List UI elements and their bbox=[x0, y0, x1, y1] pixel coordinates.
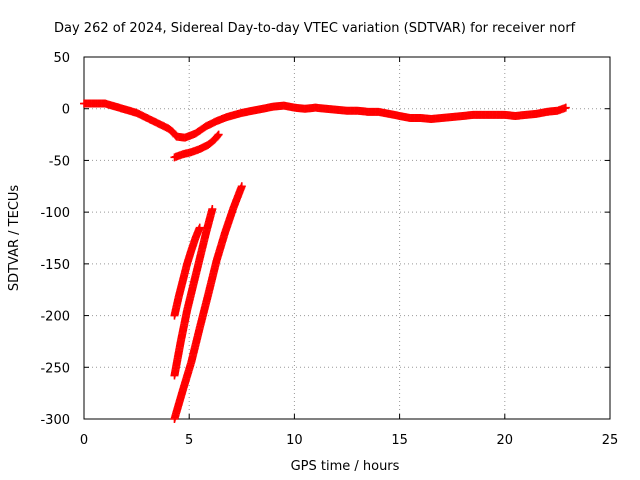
x-tick-label: 0 bbox=[80, 433, 88, 448]
series-2 bbox=[170, 223, 204, 320]
series-3 bbox=[170, 205, 217, 380]
x-tick-label: 10 bbox=[286, 433, 303, 448]
y-axis-label: SDTVAR / TECUs bbox=[7, 185, 22, 292]
data-point bbox=[561, 103, 570, 112]
x-tick-label: 15 bbox=[391, 433, 408, 448]
x-tick-label: 25 bbox=[602, 433, 619, 448]
x-tick-label: 20 bbox=[497, 433, 514, 448]
y-tick-label: -200 bbox=[40, 310, 70, 325]
series-4 bbox=[170, 182, 246, 423]
axis-ticks: 0 5 10 15 20 25 50 0 -50 -100 -150 -200 -250 -300 bbox=[40, 51, 618, 448]
y-tick-label: -100 bbox=[40, 206, 70, 221]
y-tick-label: 0 bbox=[62, 103, 70, 118]
y-tick-label: -50 bbox=[49, 154, 70, 169]
chart-title: Day 262 of 2024, Sidereal Day-to-day VTE… bbox=[54, 21, 576, 36]
y-tick-label: -250 bbox=[40, 361, 70, 376]
data-point bbox=[214, 130, 223, 139]
series-1 bbox=[170, 130, 223, 162]
plot-frame bbox=[83, 56, 611, 420]
data-point bbox=[195, 223, 204, 232]
data-point bbox=[213, 131, 222, 140]
x-axis-label: GPS time / hours bbox=[291, 459, 400, 474]
data-point bbox=[237, 182, 246, 191]
data-points bbox=[80, 99, 570, 423]
y-tick-label: -300 bbox=[40, 413, 70, 428]
y-tick-label: -150 bbox=[40, 258, 70, 273]
series-0 bbox=[80, 99, 570, 142]
data-point bbox=[208, 205, 217, 214]
x-tick-label: 5 bbox=[185, 433, 193, 448]
y-tick-label: 50 bbox=[53, 51, 70, 66]
